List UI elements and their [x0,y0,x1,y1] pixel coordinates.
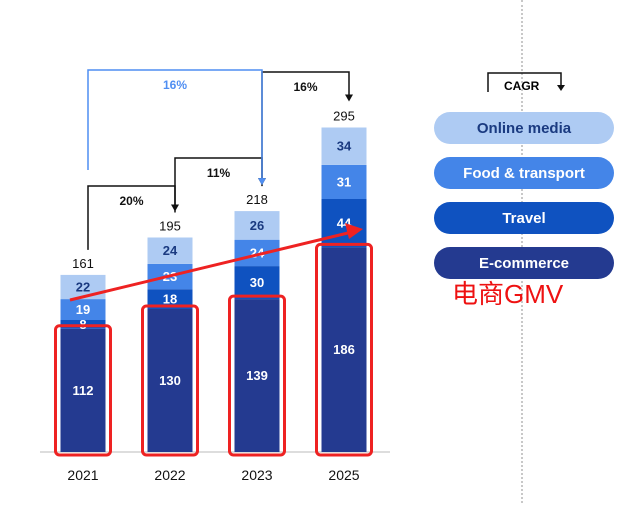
growth-label: 16% [293,80,317,94]
data-label: 24 [163,243,178,258]
bar-segment [321,199,367,248]
growth-bracket [87,69,263,182]
bar-segment [147,289,193,309]
data-label: 130 [159,373,181,388]
bar-segment [321,127,367,165]
bar-segment [60,299,106,320]
legend-item-travel: Travel [434,202,614,234]
legend-bracket [487,72,565,92]
legend-label: Online media [476,119,572,137]
growth-label: 20% [119,194,143,208]
data-label: 18 [163,292,177,307]
legend-item-food-transport: Food & transport [434,157,614,189]
legend-item-online-media: Online media [434,112,614,144]
trend-arrow [69,230,353,302]
highlight-frame [228,294,286,457]
growth-arrowhead [258,178,266,186]
bar-segment [60,274,106,300]
bar-segment [147,237,193,264]
growth-label: 16% [163,78,187,92]
data-label: 22 [76,280,90,295]
x-tick-label: 2025 [328,467,359,483]
data-label: 186 [333,342,355,357]
total-label: 218 [246,192,268,207]
legend-label: Travel [502,209,546,227]
bar-segment [321,164,367,199]
bar-segment [147,309,193,452]
growth-arrowhead [345,94,353,102]
growth-label: 11% [207,166,231,180]
total-label: 195 [159,219,181,234]
x-tick-label: 2022 [154,467,185,483]
data-label: 34 [337,139,352,154]
data-label: 26 [250,218,264,233]
data-label: 19 [76,302,90,317]
total-label: 295 [333,109,355,124]
handwritten-annotation: 电商GMV [452,279,564,309]
legend-title: CAGR [504,79,540,93]
bar-segment [60,328,106,452]
highlight-frame [315,242,373,457]
bar-segment [321,247,367,452]
bar-segment [234,266,280,300]
data-label: 31 [337,174,351,189]
bar-segment [234,299,280,452]
legend-label: E-commerce [478,254,570,272]
bar-segment [234,239,280,267]
data-label: 139 [246,368,268,383]
trend-arrowhead [345,223,363,239]
x-tick-label: 2021 [67,467,98,483]
total-label: 161 [72,256,94,271]
highlight-frame [141,304,199,457]
highlight-frame [54,324,112,457]
data-label: 112 [73,383,94,398]
x-tick-label: 2023 [241,467,272,483]
data-label: 30 [250,275,264,290]
legend-item-e-commerce: E-commerce [434,247,614,279]
legend-label: Food & transport [463,164,585,182]
bar-segment [234,211,280,240]
